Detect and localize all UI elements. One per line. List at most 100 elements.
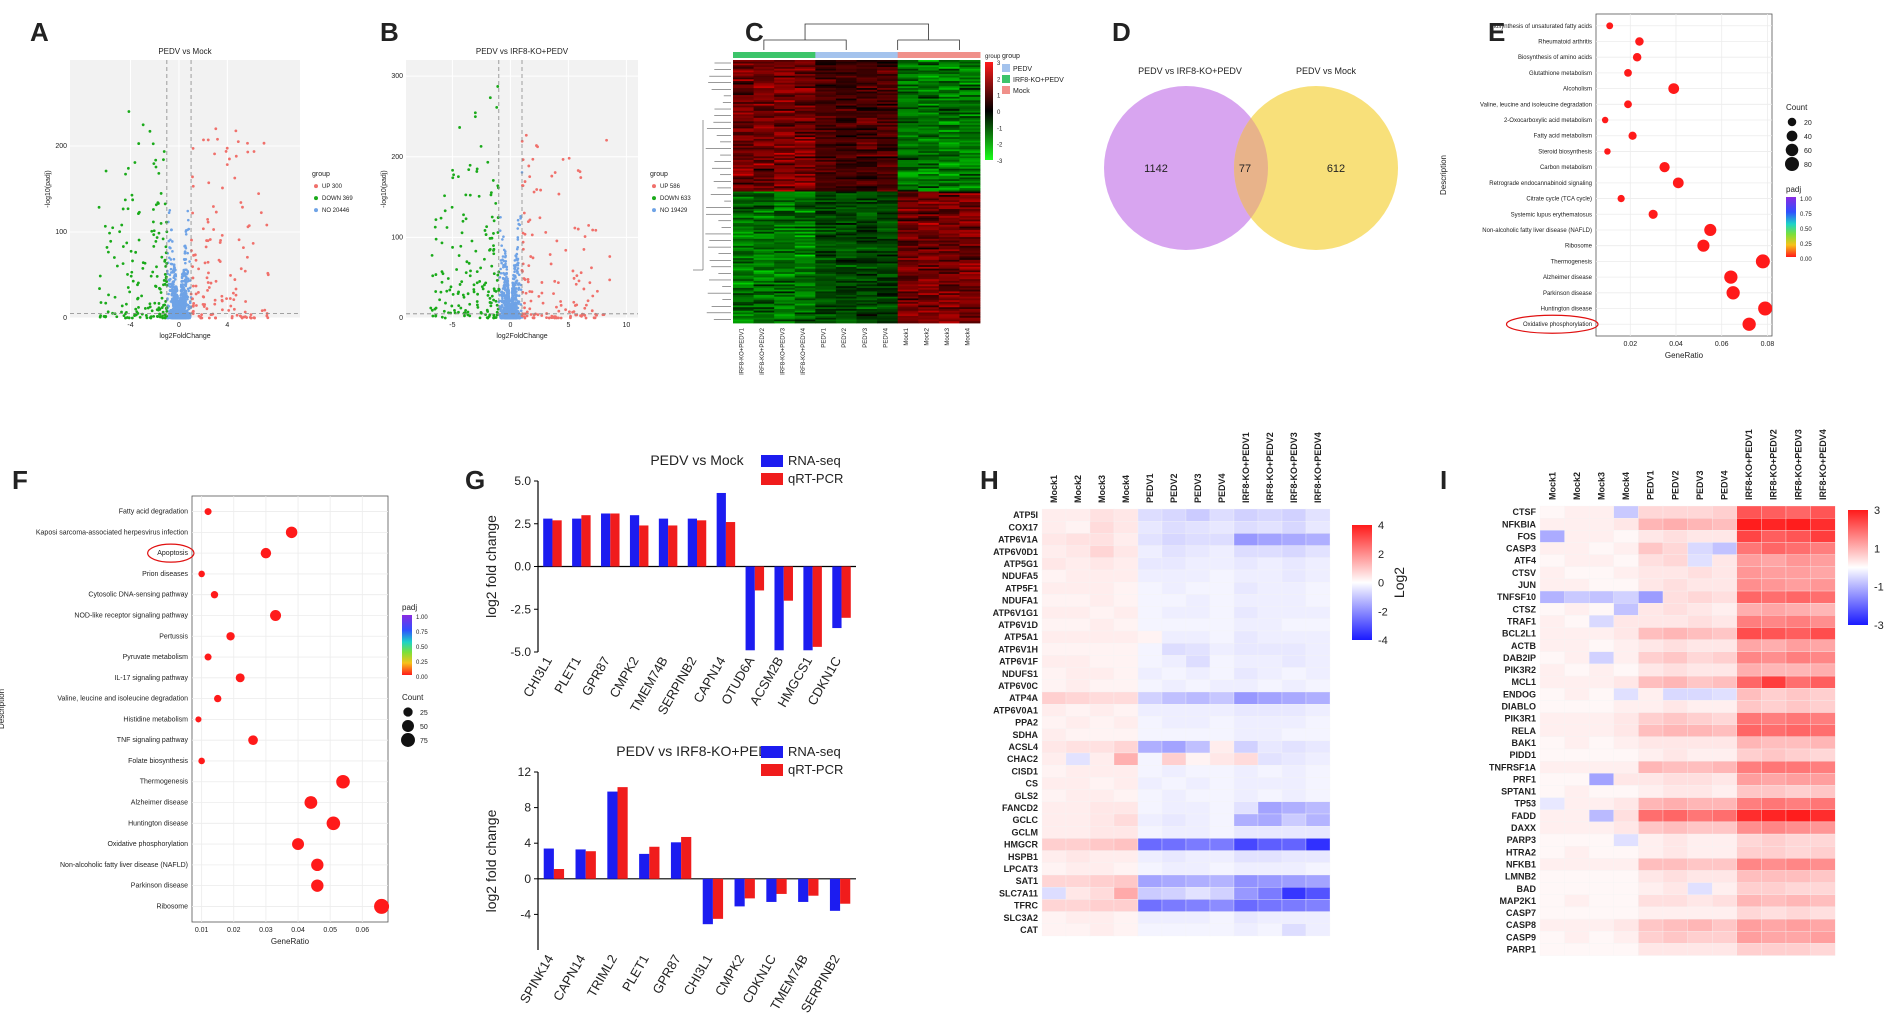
point-up [556, 281, 560, 285]
point-down [495, 303, 499, 307]
point-down [104, 169, 108, 173]
heatmap-cell [1089, 752, 1115, 766]
point-down [445, 289, 449, 293]
heatmap-cell [1161, 838, 1187, 851]
point-no [516, 267, 520, 270]
point-up [235, 313, 239, 317]
term-label: Fatty acid metabolism [1534, 134, 1592, 140]
panel-label-h: H [980, 465, 999, 495]
legend-swatch [761, 455, 783, 467]
point-down [130, 193, 134, 197]
point-no [505, 271, 508, 275]
heatmap-cell [1065, 704, 1091, 717]
point-no [511, 287, 514, 290]
bar-qrt-pcr [841, 566, 851, 618]
row-label: COX17 [1008, 522, 1038, 532]
point-down [489, 301, 493, 305]
point-up [531, 157, 535, 161]
heatmap-cell [918, 321, 940, 324]
point-up [191, 304, 195, 307]
heatmap-cell [1089, 740, 1115, 754]
point-up [584, 303, 588, 307]
heatmap-cell [1281, 838, 1307, 851]
heatmap-cell [1257, 594, 1283, 607]
heatmap-cell [1113, 691, 1139, 705]
point-up [233, 176, 237, 180]
heatmap-cell [1041, 838, 1067, 851]
point-no [184, 261, 187, 265]
bar-rna-seq [774, 566, 784, 651]
row-label: SDHA [1012, 730, 1038, 740]
point-down [161, 310, 165, 314]
point-no [514, 280, 518, 284]
heatmap-cell [1065, 826, 1091, 839]
point-down [141, 266, 145, 270]
point-down [483, 257, 486, 261]
heatmap-cell [1305, 838, 1331, 851]
point-down [163, 272, 167, 276]
term-label: Carbon metabolism [1540, 165, 1592, 171]
heatmap-cell [1137, 594, 1163, 607]
point-no [515, 306, 519, 310]
heatmap-cell [1257, 716, 1283, 729]
point-down [494, 299, 498, 303]
point-up [544, 230, 548, 234]
point-no [508, 308, 511, 311]
row-label: ATP5A1 [1004, 632, 1038, 642]
category-label: CMPK2 [712, 952, 747, 998]
point-no [165, 269, 169, 273]
point-down [164, 300, 168, 303]
point-down [106, 250, 110, 254]
heatmap-cell [1257, 569, 1283, 583]
point-down [120, 223, 124, 227]
colorbar [985, 62, 993, 160]
heatmap-cell [1113, 630, 1139, 644]
heatmap-cell [1257, 521, 1283, 534]
panel-label-b: B [380, 17, 399, 47]
group-bar-cell [794, 52, 816, 58]
heatmap-cell [1065, 606, 1091, 619]
heatmap-cell [1041, 655, 1067, 668]
heatmap-cell [1065, 838, 1091, 851]
point-no [519, 283, 523, 287]
heatmap-cell [1257, 728, 1283, 741]
point-up [201, 302, 205, 306]
point-down [430, 308, 434, 312]
point-up [191, 146, 195, 150]
point-no [172, 270, 176, 274]
panel-label-e: E [1488, 17, 1505, 47]
row-label: GCLM [1012, 827, 1039, 837]
legend-size-dot [401, 733, 415, 747]
heatmap-cell [1257, 679, 1283, 693]
term-dot [311, 879, 324, 892]
heatmap-cell [1209, 618, 1235, 632]
point-down [126, 166, 130, 170]
point-up [232, 307, 236, 311]
heatmap-cell [1233, 508, 1259, 522]
point-no [172, 305, 176, 309]
legend-entry: RNA-seq [788, 744, 841, 759]
heatmap-cell [1089, 630, 1115, 644]
point-no [179, 296, 183, 300]
point-no [175, 306, 178, 310]
plot-frame [191, 495, 389, 923]
point-down [488, 296, 492, 300]
heatmap-cell [1041, 789, 1067, 802]
point-up [206, 220, 210, 224]
point-up [524, 133, 528, 137]
point-no [183, 250, 187, 254]
row-label: GLS2 [1014, 791, 1038, 801]
x-tick-label: 0.08 [1761, 341, 1775, 348]
heatmap-cell [1161, 752, 1187, 766]
point-up [202, 295, 206, 299]
point-up [265, 223, 269, 227]
point-no [511, 295, 515, 299]
bar-qrt-pcr [712, 878, 724, 919]
point-no [179, 316, 183, 319]
heatmap-cell [1041, 716, 1067, 729]
point-down [467, 261, 471, 265]
heatmap-cell [1065, 569, 1091, 583]
point-down [154, 285, 158, 288]
bar-qrt-pcr [725, 522, 736, 567]
point-no [184, 299, 187, 303]
